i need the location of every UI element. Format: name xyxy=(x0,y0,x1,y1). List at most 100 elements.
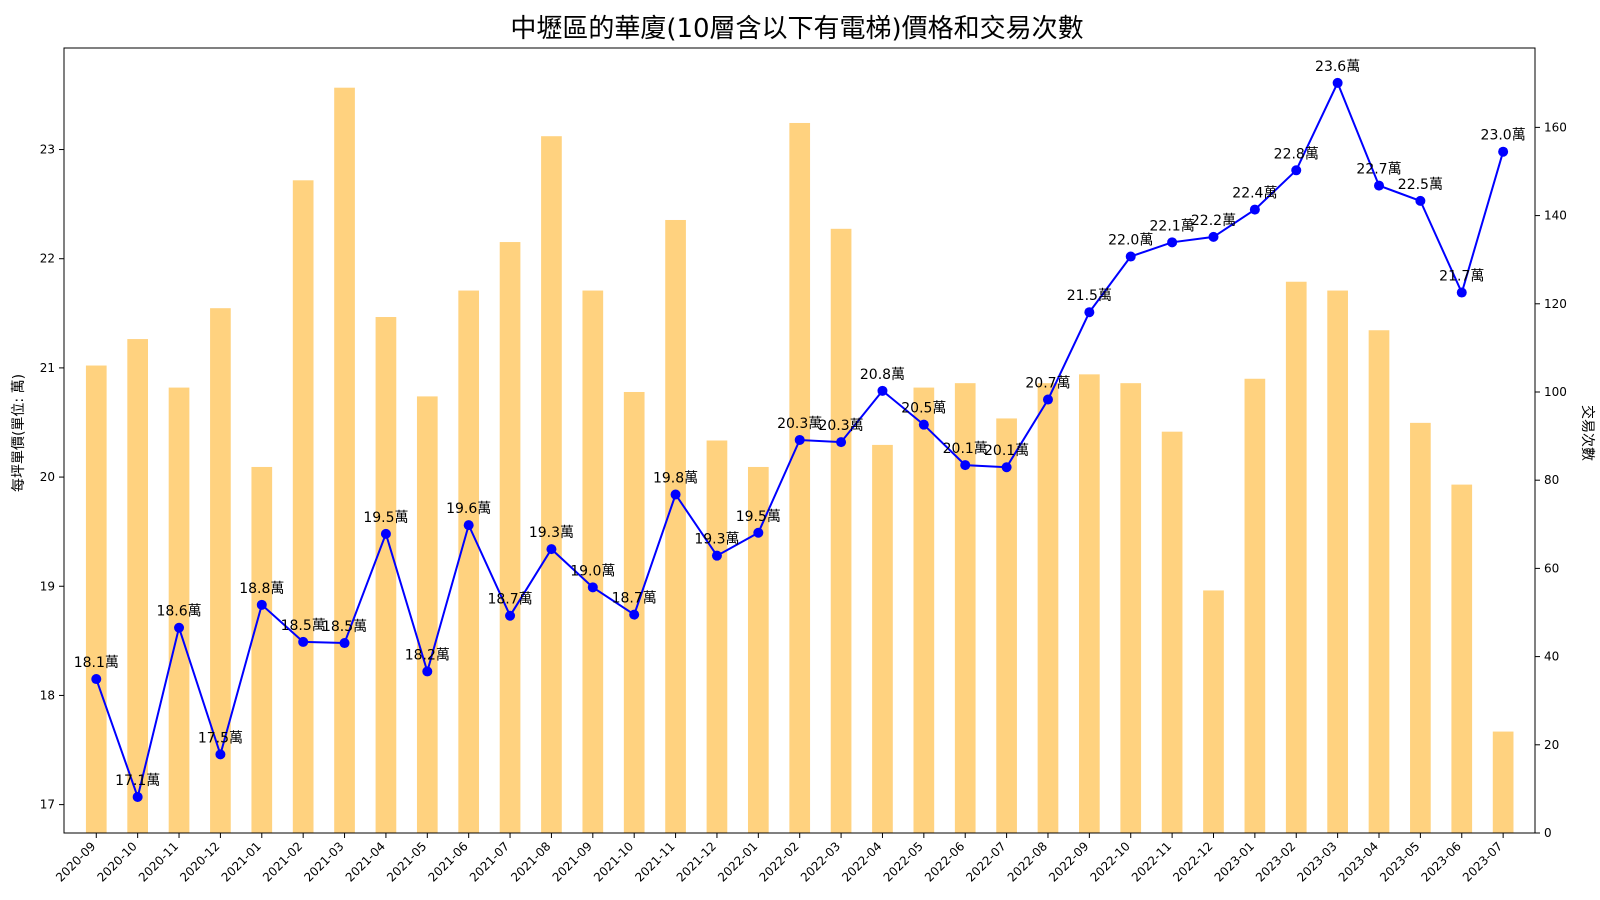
bar-overlay-2023-03 xyxy=(1327,291,1348,833)
bar-overlay-2022-12 xyxy=(1203,590,1224,833)
price-label-2023-07: 23.0萬 xyxy=(1481,128,1526,144)
price-point-2021-12 xyxy=(711,550,722,561)
bar-2022-09 xyxy=(1079,374,1100,833)
price-label-2021-11: 19.8萬 xyxy=(653,471,698,487)
price-point-2021-02 xyxy=(298,636,309,647)
price-point-2021-03 xyxy=(339,638,350,649)
price-label-2020-12: 17.5萬 xyxy=(198,730,243,746)
y-left-tick-label: 23 xyxy=(40,143,55,157)
bar-overlay-2021-10 xyxy=(624,392,645,833)
price-label-2022-12: 22.2萬 xyxy=(1191,213,1236,229)
line-layer xyxy=(91,77,1509,833)
price-point-2021-06 xyxy=(463,520,474,531)
price-point-2020-09 xyxy=(91,674,102,685)
y-left-tick-label: 17 xyxy=(40,798,55,812)
bar-2022-05 xyxy=(913,387,935,833)
price-label-2023-04: 22.7萬 xyxy=(1356,162,1401,178)
y-left-tick-label: 22 xyxy=(40,252,55,266)
bar-overlay-2021-01 xyxy=(251,467,272,833)
price-label-2021-03: 18.5萬 xyxy=(322,619,367,635)
x-tick-label: 2023-06 xyxy=(1419,839,1464,884)
price-point-2021-05 xyxy=(422,666,433,677)
price-point-2022-06 xyxy=(960,460,971,471)
price-label-2022-07: 20.1萬 xyxy=(984,443,1029,459)
price-label-2023-03: 23.6萬 xyxy=(1315,59,1360,75)
price-point-2023-05 xyxy=(1415,195,1426,206)
bar-2022-11 xyxy=(1161,431,1183,833)
bar-overlay-2021-05 xyxy=(417,396,438,833)
price-label-2023-06: 21.7萬 xyxy=(1439,269,1484,285)
bar-overlay-2023-04 xyxy=(1369,330,1390,833)
x-tick-label: 2021-12 xyxy=(674,839,719,884)
x-tick-label: 2022-09 xyxy=(1046,839,1091,884)
bar-overlay-2022-09 xyxy=(1079,374,1100,833)
bar-2022-04 xyxy=(872,444,893,833)
price-label-2022-01: 19.5萬 xyxy=(736,509,781,525)
bar-2023-05 xyxy=(1410,422,1431,833)
price-point-2021-09 xyxy=(587,582,598,593)
bar-2020-10 xyxy=(127,339,148,833)
price-label-2022-06: 20.1萬 xyxy=(943,441,988,457)
x-tick-label: 2020-09 xyxy=(53,839,98,884)
bar-2023-04 xyxy=(1368,330,1390,833)
bar-2021-02 xyxy=(292,180,314,834)
x-tick-label: 2021-08 xyxy=(508,839,553,884)
bar-overlay-2022-02 xyxy=(789,123,810,833)
x-tick-label: 2020-11 xyxy=(136,839,181,884)
bar-2022-01 xyxy=(747,466,769,833)
x-tick-label: 2022-03 xyxy=(798,839,843,884)
price-point-2022-08 xyxy=(1042,394,1053,405)
price-point-2020-12 xyxy=(215,749,226,760)
bar-2023-01 xyxy=(1244,378,1266,833)
price-label-2021-05: 18.2萬 xyxy=(405,647,450,663)
y-right-tick-label: 0 xyxy=(1544,826,1552,840)
price-point-2021-10 xyxy=(629,609,640,620)
price-label-2021-04: 19.5萬 xyxy=(363,510,408,526)
x-tick-label: 2020-10 xyxy=(94,839,139,884)
y-left-tick-label: 20 xyxy=(40,470,55,484)
x-tick-label: 2022-02 xyxy=(756,839,801,884)
x-tick-label: 2023-01 xyxy=(1212,839,1257,884)
price-point-2023-06 xyxy=(1456,287,1467,298)
bar-2022-12 xyxy=(1203,590,1224,833)
price-label-2021-10: 18.7萬 xyxy=(612,591,657,607)
x-tick-label: 2022-08 xyxy=(1005,839,1050,884)
x-tick-label: 2023-03 xyxy=(1294,839,1339,884)
price-label-2021-01: 18.8萬 xyxy=(239,581,284,597)
bar-overlay-2022-03 xyxy=(831,229,852,833)
price-label-2021-12: 19.3萬 xyxy=(694,532,739,548)
price-label-2022-05: 20.5萬 xyxy=(901,401,946,417)
bar-overlay-2023-06 xyxy=(1451,485,1472,833)
price-label-2021-08: 19.3萬 xyxy=(529,525,574,541)
y-left-tick-label: 19 xyxy=(40,579,55,593)
bar-overlay-2021-02 xyxy=(293,180,314,833)
price-label-2021-07: 18.7萬 xyxy=(487,592,532,608)
price-label-2020-09: 18.1萬 xyxy=(74,655,119,671)
y-right-tick-label: 20 xyxy=(1544,738,1559,752)
x-tick-label: 2021-03 xyxy=(301,839,346,884)
bar-overlay-2022-10 xyxy=(1120,383,1141,833)
bar-2020-12 xyxy=(210,308,231,833)
x-tick-label: 2021-06 xyxy=(425,839,470,884)
x-tick-label: 2023-04 xyxy=(1336,839,1381,884)
price-point-2022-05 xyxy=(918,419,929,430)
bar-2021-05 xyxy=(416,396,438,833)
price-point-2021-07 xyxy=(505,610,516,621)
y-axis-left-label: 每坪單價(單位: 萬) xyxy=(10,374,27,492)
price-label-2023-01: 22.4萬 xyxy=(1232,186,1277,202)
price-point-2023-04 xyxy=(1374,180,1385,191)
price-point-2021-04 xyxy=(380,528,391,539)
y-right-tick-label: 120 xyxy=(1544,297,1567,311)
price-point-2023-02 xyxy=(1291,165,1302,176)
price-label-2021-02: 18.5萬 xyxy=(281,618,326,634)
y-left-tick-label: 21 xyxy=(40,361,55,375)
bar-2022-06 xyxy=(954,383,976,833)
x-tick-label: 2023-05 xyxy=(1377,839,1422,884)
bar-2021-06 xyxy=(458,290,480,834)
y-right-tick-label: 80 xyxy=(1544,473,1559,487)
bar-2022-10 xyxy=(1120,383,1142,833)
bar-overlay-2022-11 xyxy=(1162,432,1183,833)
price-point-2021-08 xyxy=(546,544,557,555)
